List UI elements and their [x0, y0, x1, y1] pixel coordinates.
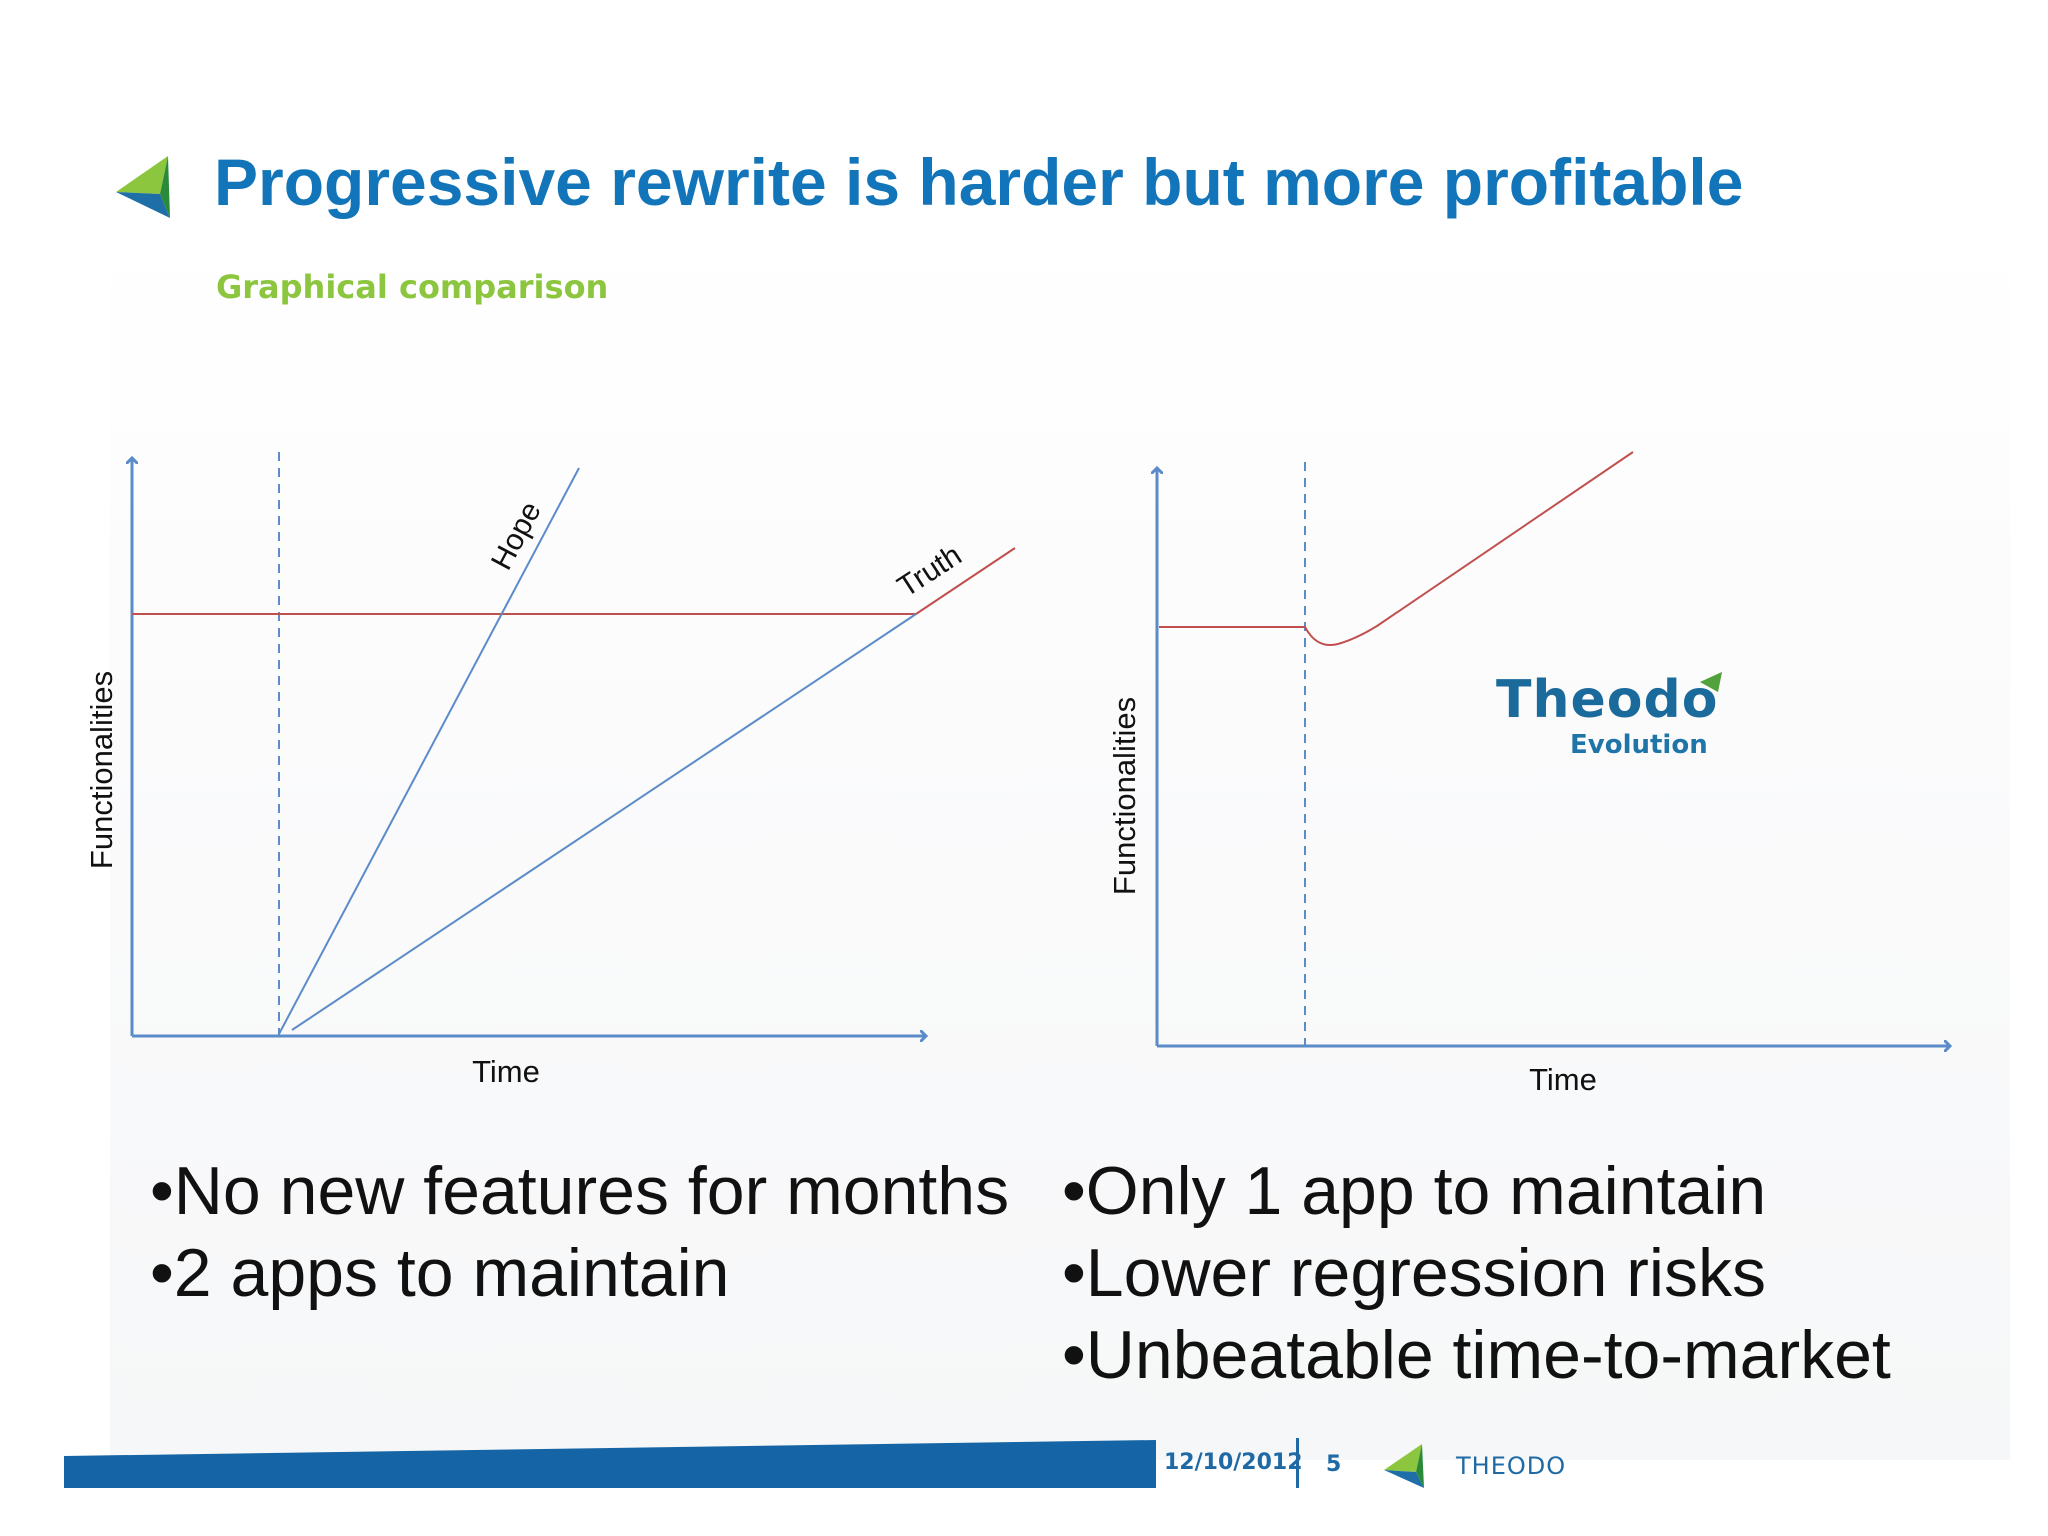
- left-x-axis-label: Time: [472, 1054, 540, 1089]
- title-arrow-icon: [116, 156, 170, 218]
- bullet-item: •Only 1 app to maintain: [1062, 1153, 1767, 1229]
- bullets-right: •Only 1 app to maintain •Lower regressio…: [1062, 1150, 1891, 1396]
- logo-subtitle: Evolution: [1570, 730, 1708, 760]
- right-chart: Functionalities Time: [1107, 451, 1950, 1097]
- theodo-evolution-logo: Theodo Evolution: [1496, 670, 1746, 770]
- right-x-axis-label: Time: [1529, 1062, 1597, 1097]
- bullet-item: •Lower regression risks: [1062, 1235, 1767, 1311]
- left-truth-line: [291, 613, 917, 1031]
- slide-subtitle: Graphical comparison: [216, 268, 609, 306]
- left-target-continuation: [915, 547, 1016, 615]
- bullet-item: •No new features for months: [150, 1153, 1010, 1229]
- right-y-axis-label: Functionalities: [1107, 697, 1142, 895]
- left-hope-label: Hope: [485, 496, 548, 575]
- left-y-axis-label: Functionalities: [84, 671, 119, 869]
- footer-arrow-icon: [1384, 1444, 1424, 1488]
- footer-date: 12/10/2012: [1164, 1450, 1303, 1475]
- footer-page-number: 5: [1326, 1452, 1342, 1477]
- bullet-item: •Unbeatable time-to-market: [1062, 1317, 1891, 1393]
- logo-name: Theodo: [1496, 670, 1719, 730]
- bullets-left: •No new features for months •2 apps to m…: [150, 1150, 1009, 1314]
- footer-bar: [64, 1440, 1156, 1488]
- left-truth-label: Truth: [892, 539, 968, 604]
- footer-brand: THEODO: [1456, 1452, 1567, 1480]
- bullet-item: •2 apps to maintain: [150, 1235, 730, 1311]
- slide-background: [110, 230, 2010, 1460]
- left-chart: Hope Truth Functionalities Time: [84, 452, 1016, 1089]
- right-progressive-line: [1159, 451, 1634, 646]
- logo-arrow-icon: [1700, 672, 1722, 692]
- left-hope-line: [278, 467, 580, 1035]
- footer-separator: [1296, 1438, 1299, 1488]
- slide-title: Progressive rewrite is harder but more p…: [214, 145, 1744, 219]
